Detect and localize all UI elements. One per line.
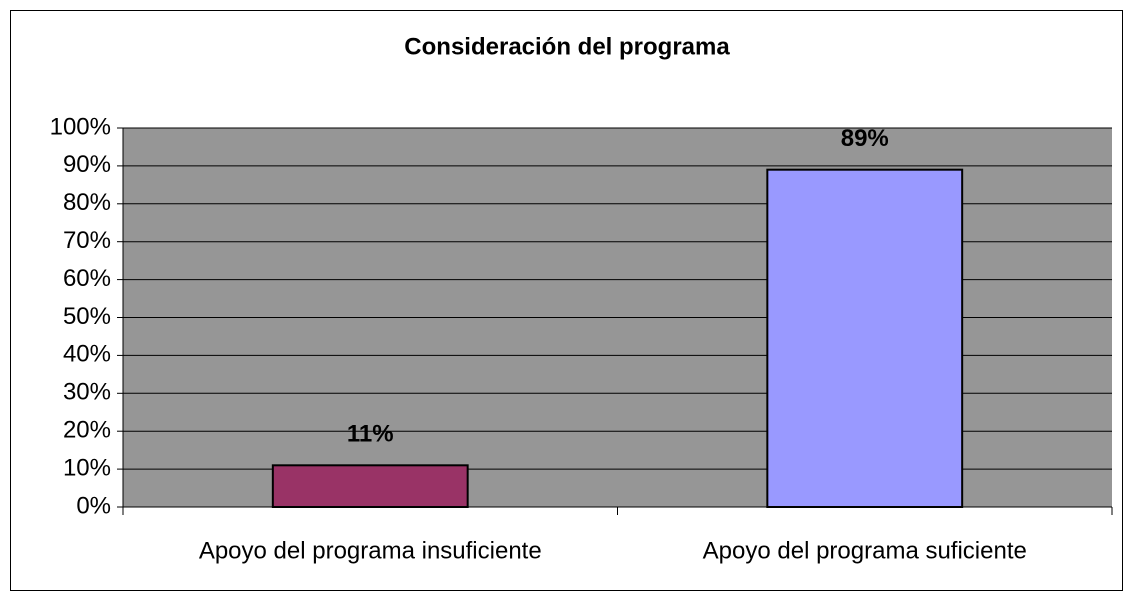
x-tick-label: Apoyo del programa insuficiente bbox=[199, 537, 542, 564]
y-tick-label: 50% bbox=[63, 303, 111, 330]
y-tick-label: 0% bbox=[76, 492, 111, 519]
y-tick-label: 60% bbox=[63, 265, 111, 292]
data-label: 89% bbox=[841, 125, 889, 152]
y-tick-label: 80% bbox=[63, 189, 111, 216]
y-tick-label: 70% bbox=[63, 227, 111, 254]
y-tick-label: 10% bbox=[63, 454, 111, 481]
x-tick-label: Apoyo del programa suficiente bbox=[703, 537, 1027, 564]
y-tick-label: 30% bbox=[63, 379, 111, 406]
y-tick-label: 100% bbox=[50, 113, 111, 140]
y-tick-label: 90% bbox=[63, 151, 111, 178]
bar bbox=[766, 168, 964, 508]
y-tick-label: 20% bbox=[63, 417, 111, 444]
data-label: 11% bbox=[347, 421, 394, 448]
y-tick-label: 40% bbox=[63, 341, 111, 368]
chart-title: Consideración del programa bbox=[404, 33, 730, 60]
bar bbox=[271, 464, 469, 508]
